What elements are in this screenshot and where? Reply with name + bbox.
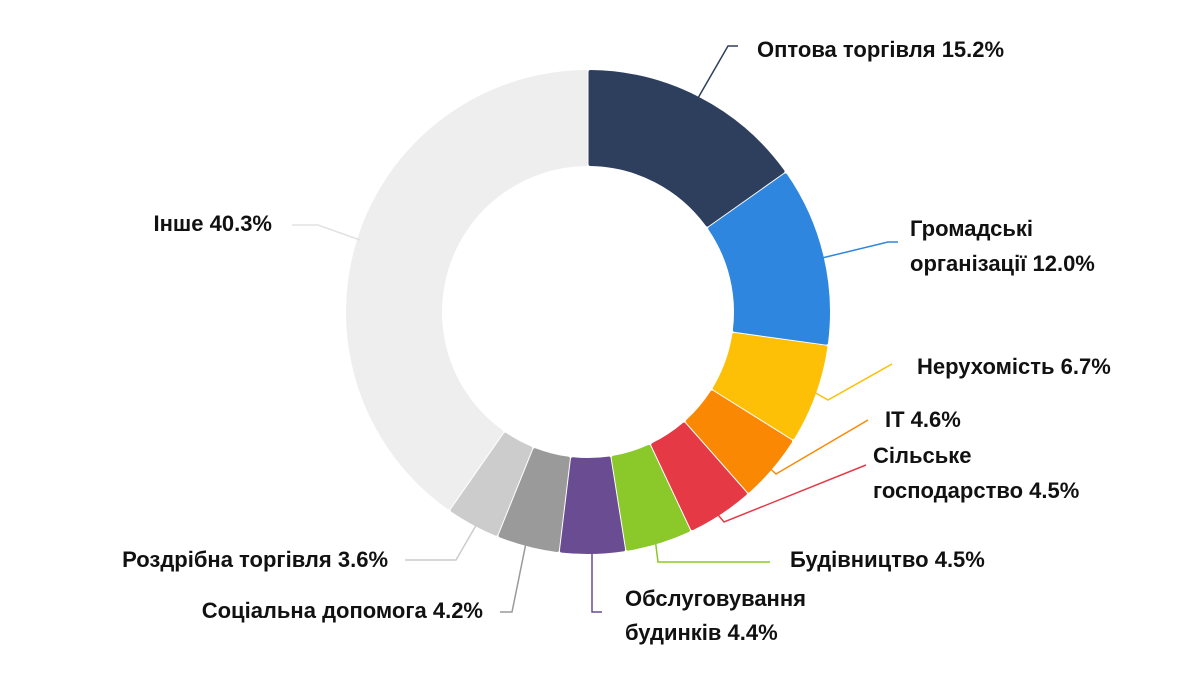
slice-label-line: Громадські: [910, 216, 1033, 241]
slice-8: [450, 432, 533, 536]
leader-line-2: [813, 363, 893, 401]
slice-4: [651, 422, 747, 531]
slice-5: [611, 444, 690, 551]
slice-label-line: Сільське: [873, 443, 972, 468]
leader-lines: [292, 45, 898, 613]
slice-3: [685, 390, 793, 493]
slice-9: [346, 70, 588, 510]
leader-line-1: [821, 241, 898, 259]
slice-label-1: Громадські організації 12.0%: [910, 216, 1095, 276]
slice-6: [559, 456, 626, 554]
leader-line-6: [591, 552, 602, 613]
leader-line-9: [292, 224, 361, 241]
slice-label-line: будинків 4.4%: [625, 620, 778, 645]
slice-label-line: Соціальна допомога 4.2%: [202, 598, 483, 623]
slice-label-7: Соціальна допомога 4.2%: [202, 598, 483, 623]
slice-labels: Оптова торгівля 15.2% Громадські організац…: [122, 37, 1111, 645]
leader-line-3: [761, 419, 869, 475]
slice-label-8: Роздрібна торгівля 3.6%: [122, 547, 388, 572]
slice-label-4: Сільське господарство 4.5%: [873, 443, 1079, 503]
slice-7: [498, 448, 570, 552]
leader-line-0: [697, 45, 738, 99]
slice-label-3: IT 4.6%: [885, 407, 961, 432]
leader-line-7: [500, 542, 527, 613]
slice-label-line: Обслуговування: [625, 586, 806, 611]
leader-line-5: [654, 537, 770, 563]
slice-label-line: IT 4.6%: [885, 407, 961, 432]
slice-0: [588, 70, 785, 227]
slice-label-6: Обслуговування будинків 4.4%: [625, 586, 806, 645]
slice-label-line: Оптова торгівля 15.2%: [757, 37, 1004, 62]
slice-label-2: Нерухомість 6.7%: [917, 354, 1111, 379]
slice-label-line: Роздрібна торгівля 3.6%: [122, 547, 388, 572]
slice-label-0: Оптова торгівля 15.2%: [757, 37, 1004, 62]
leader-line-4: [713, 464, 867, 523]
slice-label-9: Інше 40.3%: [154, 211, 272, 236]
slice-label-line: Нерухомість 6.7%: [917, 354, 1111, 379]
slice-label-5: Будівництво 4.5%: [790, 547, 985, 572]
donut-slices: [346, 70, 830, 554]
slice-label-line: Інше 40.3%: [154, 211, 272, 236]
slice-2: [712, 332, 828, 440]
leader-line-8: [405, 521, 479, 561]
slice-1: [708, 173, 830, 345]
slice-label-line: господарство 4.5%: [873, 478, 1079, 503]
slice-label-line: організації 12.0%: [910, 251, 1095, 276]
slice-label-line: Будівництво 4.5%: [790, 547, 985, 572]
